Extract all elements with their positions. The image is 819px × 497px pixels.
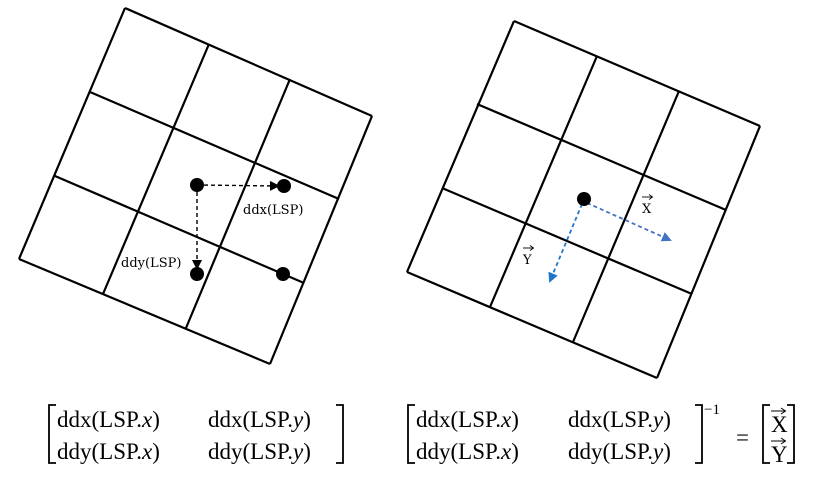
y-vector-label: Y: [522, 245, 535, 268]
result-x-vector: X: [771, 407, 788, 437]
left-grid-line: [89, 90, 340, 201]
right-matrix-r1c1: ddx(LSP.x): [416, 407, 519, 432]
right-grid: [405, 19, 762, 380]
right-grid-line: [655, 125, 762, 379]
ddx-label: ddx(LSP): [243, 203, 303, 218]
right-grid-line: [513, 19, 761, 128]
left-grid-line: [268, 115, 374, 365]
right-grid-line: [571, 90, 681, 343]
x-vector-text: X: [642, 202, 652, 217]
sample-point-below: [190, 267, 204, 281]
right-equation: ddx(LSP.x) ddx(LSP.y) ddy(LSP.x) ddy(LSP…: [407, 402, 795, 467]
left-matrix-close-bracket: [336, 404, 344, 464]
right-matrix-open-bracket: [407, 404, 415, 464]
left-matrix-r1c1: ddx(LSP.x): [57, 407, 160, 432]
x-vector-arrow: [586, 202, 672, 242]
sample-point-right: [277, 179, 291, 193]
right-grid-line: [476, 102, 727, 212]
left-matrix-r1c2: ddx(LSP.y): [208, 407, 311, 432]
result-open-bracket: [762, 404, 770, 464]
inverse-exponent: −1: [704, 402, 720, 418]
ddy-label: ddy(LSP): [121, 256, 181, 271]
y-vector-text: Y: [522, 253, 532, 268]
left-grid: [17, 6, 374, 366]
left-grid-line: [18, 257, 271, 366]
left-grid-line: [101, 43, 211, 295]
left-matrix-r2c2: ddy(LSP.y): [208, 439, 311, 464]
result-x-text: X: [771, 412, 788, 437]
result-y-vector: Y: [771, 437, 788, 467]
sample-point-center: [190, 178, 204, 192]
x-vector-label: X: [642, 194, 654, 217]
right-matrix-close-bracket: [695, 404, 703, 464]
right-grid-line: [441, 186, 693, 296]
left-grid-line: [17, 7, 127, 260]
result-close-bracket: [787, 404, 795, 464]
left-grid-line: [184, 78, 292, 329]
sample-point-center-right: [577, 192, 591, 206]
right-grid-line: [406, 270, 658, 380]
left-grid-line: [124, 6, 373, 118]
right-grid-line: [488, 55, 599, 308]
result-y-text: Y: [771, 442, 788, 467]
right-matrix-r2c1: ddy(LSP.x): [416, 439, 519, 464]
ddx-arrow: [196, 180, 280, 191]
left-matrix: ddx(LSP.x) ddx(LSP.y) ddy(LSP.x) ddy(LSP…: [48, 404, 344, 464]
equals-sign: =: [736, 425, 749, 450]
right-matrix-r1c2: ddx(LSP.y): [568, 407, 671, 432]
left-matrix-r2c1: ddy(LSP.x): [57, 439, 160, 464]
y-vector-arrow: [548, 203, 583, 283]
left-matrix-open-bracket: [48, 404, 56, 464]
right-matrix-r2c2: ddy(LSP.y): [568, 439, 671, 464]
left-grid-line: [54, 174, 305, 285]
right-grid-line: [405, 20, 516, 273]
sample-point-diagonal: [276, 267, 290, 281]
